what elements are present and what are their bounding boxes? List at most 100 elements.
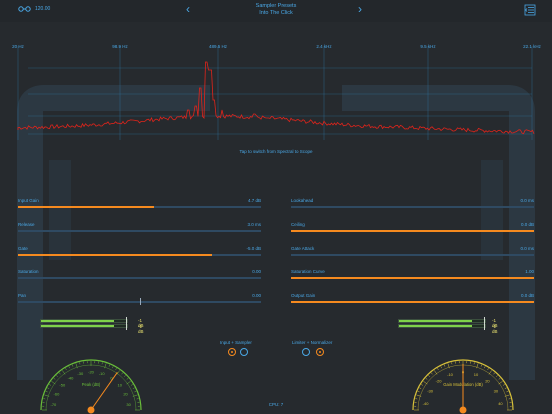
gauge-tick-label: 10 — [474, 372, 479, 377]
gauge-tick — [124, 375, 126, 377]
control-value: 0.00 — [252, 293, 261, 298]
output-mode-option-2[interactable] — [316, 348, 324, 356]
gauge-tick-label: -10 — [99, 371, 106, 376]
gauge-tick-label: -10 — [447, 372, 454, 377]
gauge-tick — [480, 364, 482, 367]
gauge-tick-label: 20 — [123, 392, 128, 397]
output-mode-label: Limiter + Normalizer — [292, 340, 333, 345]
gauge-tick — [108, 364, 110, 367]
output-meter-value-bottom: -1 dB — [492, 324, 498, 334]
gauge-tick — [115, 368, 117, 371]
gauge-tick — [132, 394, 138, 397]
frequency-label: 22.1 kHz — [523, 44, 541, 49]
input-mode-option-1[interactable] — [228, 348, 236, 356]
gain-modulation-gauge: -40-30-20-10010203040Gain Modulation (dB… — [412, 359, 514, 414]
control-value: 3.0 ms — [247, 222, 261, 227]
gauge-tick-label: -50 — [59, 383, 66, 388]
gauge-tick — [428, 375, 430, 377]
control-value: -5.0 dB — [246, 246, 261, 251]
control-gate[interactable]: Gate -5.0 dB — [18, 246, 261, 260]
gauge-tick — [121, 372, 124, 375]
next-preset-button[interactable]: › — [358, 2, 362, 16]
slider-fill — [291, 230, 534, 232]
gauge-tick-label: -60 — [54, 392, 61, 397]
gauge-tick — [437, 368, 439, 371]
control-input-gain[interactable]: Input Gain 4.7 dB — [18, 198, 261, 212]
control-output-gain[interactable]: Output Gain 0.0 dB — [291, 293, 534, 307]
tempo-display[interactable]: 120.00 — [18, 6, 50, 12]
control-value: 0.0 dB — [520, 222, 534, 227]
gauge-tick — [493, 372, 496, 375]
gauge-title: Peak (dB) — [82, 382, 101, 387]
control-release[interactable]: Release 3.0 ms — [18, 222, 261, 236]
slider-track[interactable] — [18, 206, 261, 208]
control-value: 0.00 — [252, 269, 261, 274]
control-ceiling[interactable]: Ceiling 0.0 dB — [291, 222, 534, 236]
control-label: Ceiling — [291, 222, 305, 227]
gauge-tick-label: -70 — [50, 402, 57, 407]
gauge-tick-label: 0 — [110, 376, 113, 381]
control-saturation-curve[interactable]: Saturation Curve 1.00 — [291, 269, 534, 283]
cpu-usage: CPU: 7 — [268, 402, 284, 407]
output-mode-option-1[interactable] — [302, 348, 310, 356]
gauge-tick — [134, 391, 137, 393]
control-value: 0.0 dB — [520, 293, 534, 298]
gauge-tick — [416, 394, 422, 397]
slider-track[interactable] — [291, 206, 534, 208]
slider-track[interactable] — [18, 230, 261, 232]
control-label: Pan — [18, 293, 27, 298]
input-mode-label: Input + Sampler — [220, 340, 252, 345]
control-label: Lookahead — [291, 198, 314, 203]
input-meter-peak-tick — [126, 317, 127, 330]
slider-thumb[interactable] — [139, 298, 141, 305]
preset-title[interactable]: Sampler Presets Into The Click — [226, 3, 326, 17]
input-meter-fill-bottom — [41, 325, 115, 327]
slider-track[interactable] — [18, 277, 261, 279]
slider-track[interactable] — [18, 254, 261, 256]
slider-fill — [18, 254, 213, 256]
control-label: Gate Attack — [291, 246, 315, 251]
gauge-tick — [488, 370, 493, 375]
control-pan[interactable]: Pan 0.00 — [18, 293, 261, 307]
slider-track[interactable] — [291, 254, 534, 256]
control-label: Saturation — [18, 269, 39, 274]
frequency-label: 9.5 kHz — [420, 44, 436, 49]
frequency-label: 489.5 Hz — [208, 44, 228, 49]
gauge-tick — [68, 366, 70, 369]
control-lookahead[interactable]: Lookahead 0.0 ms — [291, 198, 534, 212]
control-label: Gate — [18, 246, 28, 251]
control-value: 4.7 dB — [247, 198, 261, 203]
gauge-tick — [47, 387, 50, 389]
control-value: 0.0 ms — [520, 246, 534, 251]
gauge-tick — [65, 368, 67, 371]
gauge-tick — [45, 391, 48, 393]
gauge-tick — [112, 366, 114, 369]
gauge-tick — [430, 372, 433, 375]
preset-bank: Sampler Presets — [255, 3, 297, 9]
gauge-tick — [104, 363, 107, 369]
slider-track[interactable] — [291, 277, 534, 279]
control-label: Saturation Curve — [291, 269, 325, 274]
gauge-tick-label: 20 — [485, 378, 490, 383]
slider-track[interactable] — [291, 301, 534, 303]
gauge-tick — [504, 394, 510, 397]
gauge-tick — [496, 375, 498, 377]
control-value: 0.0 ms — [520, 198, 534, 203]
slider-fill — [291, 301, 534, 303]
slider-track[interactable] — [18, 298, 261, 305]
loop-icon — [18, 6, 31, 12]
sidebar-menu-icon[interactable] — [524, 4, 536, 16]
gauge-tick — [116, 370, 121, 375]
gauge-tick — [498, 377, 501, 380]
output-meter-value-top: -1 dB — [492, 318, 498, 328]
spectrum-analyzer[interactable] — [0, 22, 552, 162]
slider-track[interactable] — [291, 230, 534, 232]
slider-fill — [291, 277, 534, 279]
control-gate-attack[interactable]: Gate Attack 0.0 ms — [291, 246, 534, 260]
preset-name: Into The Click — [259, 10, 293, 16]
gauge-tick — [132, 387, 135, 389]
input-mode-option-2[interactable] — [240, 348, 248, 356]
previous-preset-button[interactable]: ‹ — [186, 2, 190, 16]
control-saturation[interactable]: Saturation 0.00 — [18, 269, 261, 283]
